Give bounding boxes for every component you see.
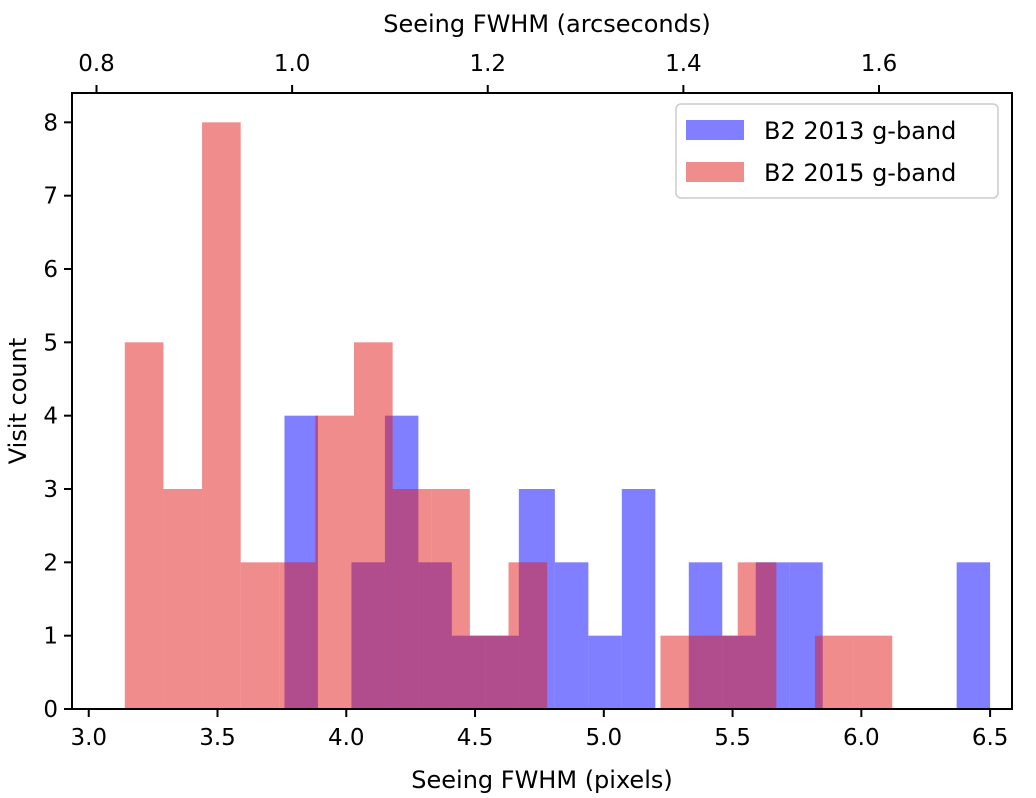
x-tick-label: 5.5 xyxy=(714,725,751,751)
secondary-x-axis-label: Seeing FWHM (arcseconds) xyxy=(383,10,711,38)
plot-frame xyxy=(71,92,1013,710)
x-tick-label: 3.5 xyxy=(199,725,236,751)
y-tick-label: 7 xyxy=(43,184,58,210)
histogram-bar-2015-6 xyxy=(354,342,393,709)
y-tick-label: 0 xyxy=(43,697,58,723)
secondary-x-tick-label: 1.0 xyxy=(274,51,311,77)
x-tick-label: 6.5 xyxy=(972,725,1009,751)
y-tick-label: 3 xyxy=(43,477,58,503)
x-tick-label: 6.0 xyxy=(843,725,880,751)
y-tick-label: 8 xyxy=(43,110,58,136)
x-tick-label: 4.5 xyxy=(457,725,494,751)
legend: B2 2013 g-band B2 2015 g-band xyxy=(675,103,999,199)
axes-layer: 3.0 3.5 4.0 4.5 5.0 5.5 6.0 6.5 0 1 2 3 4 5 6 7 8 0.8 1.0 1… xyxy=(43,51,1013,751)
histogram-bar-2015-8 xyxy=(431,489,470,709)
histogram-bar-2015-15 xyxy=(853,635,893,709)
histogram-bar-2015-9 xyxy=(469,635,509,709)
y-tick-label: 2 xyxy=(43,550,58,576)
y-tick-label: 4 xyxy=(43,404,58,430)
histogram-bar-2015-5 xyxy=(315,415,354,709)
histogram-bar-2013-8 xyxy=(588,635,622,709)
y-axis-label: Visit count xyxy=(4,338,32,464)
secondary-x-tick-label: 0.8 xyxy=(78,51,115,77)
histogram-bar-2015-13 xyxy=(737,562,777,709)
histogram-bar-2013-7 xyxy=(554,562,589,709)
legend-label-2015: B2 2015 g-band xyxy=(764,159,956,187)
y-tick-label: 5 xyxy=(43,330,58,356)
histogram-bar-2015-11 xyxy=(660,635,700,709)
y-tick-label: 6 xyxy=(43,257,58,283)
legend-frame xyxy=(675,103,999,199)
x-tick-label: 4.0 xyxy=(328,725,365,751)
histogram-bar-2015-2 xyxy=(202,122,241,709)
histogram-bar-2015-3 xyxy=(240,562,280,709)
histogram-bar-2015-10 xyxy=(508,562,548,709)
secondary-x-tick-label: 1.6 xyxy=(861,51,898,77)
histogram-bar-2015-0 xyxy=(124,342,164,709)
histogram-bar-2015-12 xyxy=(699,635,738,709)
histogram-bar-2015-14 xyxy=(814,635,854,709)
histogram-bar-2013-14 xyxy=(956,562,991,709)
x-tick-label: 5.0 xyxy=(586,725,623,751)
secondary-x-tick-label: 1.2 xyxy=(469,51,506,77)
x-tick-label: 3.0 xyxy=(70,725,107,751)
histogram-bar-2013-9 xyxy=(621,489,656,709)
y-tick-label: 1 xyxy=(43,624,58,650)
histogram-bar-2015-7 xyxy=(392,489,432,709)
secondary-x-tick-label: 1.4 xyxy=(665,51,702,77)
bars-layer xyxy=(124,122,991,709)
histogram-bar-2015-4 xyxy=(279,562,316,709)
histogram-bar-2015-1 xyxy=(163,489,203,709)
x-axis-label: Seeing FWHM (pixels) xyxy=(411,766,672,794)
legend-label-2013: B2 2013 g-band xyxy=(764,117,956,145)
legend-swatch-2013 xyxy=(686,120,744,140)
legend-swatch-2015 xyxy=(686,162,744,182)
